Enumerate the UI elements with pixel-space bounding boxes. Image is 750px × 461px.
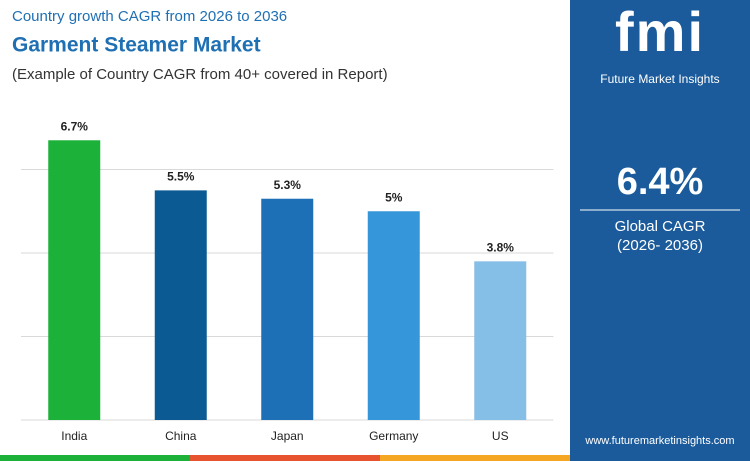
bar	[367, 211, 420, 420]
x-tick-label: Germany	[369, 429, 418, 443]
x-tick-label: Japan	[271, 429, 304, 443]
value-label: 5.5%	[167, 170, 195, 184]
value-label: 3.8%	[487, 241, 515, 255]
side-panel	[570, 0, 750, 455]
bar	[474, 261, 527, 420]
period: (2026- 2036)	[617, 237, 703, 254]
logo: fmi	[615, 0, 705, 63]
bar	[261, 198, 314, 420]
stripe	[0, 455, 190, 461]
kicker: Country growth CAGR from 2026 to 2036	[12, 8, 287, 25]
url: www.futuremarketinsights.com	[584, 435, 734, 447]
caption: Global CAGR	[615, 218, 706, 235]
chart-title: Garment Steamer Market	[12, 34, 261, 57]
bar	[48, 140, 101, 420]
value-label: 5.3%	[274, 178, 302, 192]
bar	[154, 190, 207, 420]
stripe	[190, 455, 380, 461]
x-tick-label: China	[165, 429, 197, 443]
x-tick-label: US	[492, 429, 509, 443]
headline: 6.4%	[617, 161, 704, 203]
brand: Future Market Insights	[600, 72, 719, 86]
stripe	[380, 455, 570, 461]
x-tick-label: India	[61, 429, 87, 443]
subtitle: (Example of Country CAGR from 40+ covere…	[12, 66, 388, 83]
value-label: 6.7%	[61, 119, 89, 133]
value-label: 5%	[385, 190, 403, 204]
stripe	[570, 455, 750, 461]
